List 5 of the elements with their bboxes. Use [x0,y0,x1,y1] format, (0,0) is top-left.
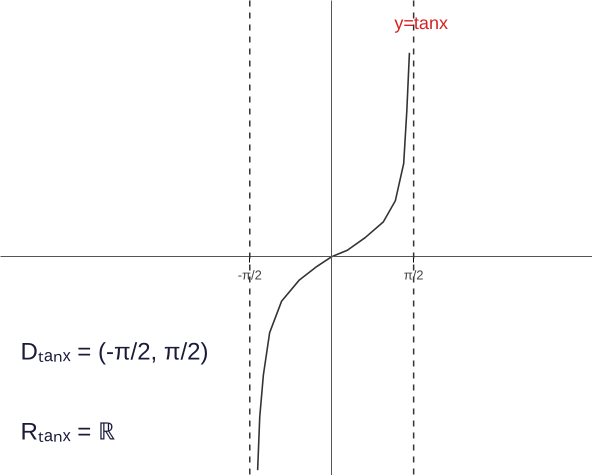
annotation: y=tanx [394,12,448,33]
annotation: Dₜₐₙₓ = (-π/2, π/2) [20,338,208,366]
x-tick-label: -π/2 [238,268,262,283]
x-tick-label: π/2 [404,268,424,283]
annotation: Rₜₐₙₓ = ℝ [20,418,115,446]
